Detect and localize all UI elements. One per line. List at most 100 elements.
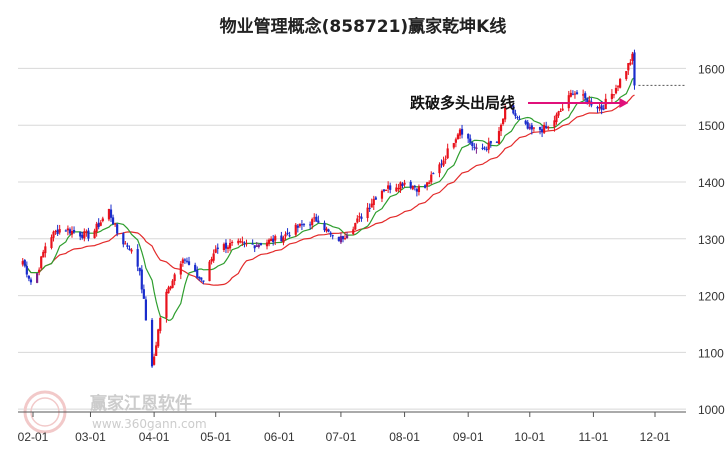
candle-body: [575, 92, 579, 95]
candle: [512, 102, 515, 115]
candle-body: [155, 345, 158, 356]
candle-body: [452, 143, 455, 148]
candle: [255, 242, 258, 248]
candle-body: [153, 356, 156, 365]
candle: [456, 132, 460, 140]
watermark-url: www.360gann.com: [92, 417, 207, 431]
candle-body: [66, 228, 69, 231]
candle: [555, 112, 558, 125]
candle-body: [214, 249, 217, 253]
candle-body: [288, 235, 291, 237]
candle-body: [329, 232, 332, 235]
candle: [514, 109, 517, 119]
candle-body: [122, 233, 125, 245]
candle-body: [267, 239, 271, 244]
candle: [452, 142, 455, 150]
candle: [413, 184, 416, 191]
candle: [128, 245, 131, 251]
candle-body: [485, 149, 488, 151]
candle: [458, 128, 462, 139]
candle-body: [360, 216, 363, 219]
candle-body: [150, 319, 154, 367]
candle: [370, 198, 373, 208]
candle: [222, 242, 226, 252]
candle-body: [315, 216, 318, 222]
candle: [423, 184, 427, 189]
candle-body: [36, 273, 39, 283]
candle: [625, 71, 628, 81]
moving-averages: [22, 77, 635, 322]
candle: [272, 234, 275, 246]
candle: [296, 224, 299, 233]
candle-body: [501, 118, 505, 125]
candle-body: [538, 127, 542, 130]
candle-body: [284, 234, 287, 237]
candle-body: [25, 266, 28, 275]
candle: [596, 105, 599, 113]
candle-body: [341, 236, 345, 240]
candle: [339, 233, 343, 244]
candle-body: [561, 108, 564, 111]
annotation-arrow-head-icon: [619, 98, 629, 108]
candle: [155, 341, 158, 357]
candle: [567, 90, 570, 112]
candle-body: [397, 188, 400, 190]
watermark: 赢家江恩软件 www.360gann.com: [23, 390, 207, 434]
candle-body: [510, 106, 513, 108]
candle-body: [629, 62, 632, 65]
x-tick-label: 04-01: [139, 430, 170, 444]
candle: [612, 94, 616, 99]
candle: [202, 280, 205, 285]
grid-layer: [18, 67, 686, 410]
candle: [473, 143, 476, 151]
candle: [598, 102, 601, 112]
candle-body: [387, 185, 390, 189]
candle-body: [495, 141, 499, 143]
candle: [460, 124, 464, 139]
candle: [286, 228, 289, 236]
candle: [524, 119, 527, 126]
candle: [627, 62, 630, 75]
candle: [366, 202, 369, 222]
candle: [543, 122, 546, 135]
candle-body: [107, 209, 111, 220]
candle-body: [81, 234, 84, 238]
candle-body: [384, 189, 388, 191]
candle: [183, 258, 187, 264]
candle-body: [167, 287, 170, 294]
candle-body: [157, 329, 160, 347]
candle: [395, 183, 398, 193]
candle-body: [70, 230, 74, 235]
candle-body: [543, 124, 546, 133]
candle-body: [481, 147, 484, 149]
candle: [187, 256, 191, 266]
candle-body: [389, 185, 392, 190]
candle-body: [251, 243, 254, 245]
candle-body: [596, 107, 599, 109]
candle: [181, 257, 184, 267]
candle-body: [101, 218, 104, 222]
candle-body: [116, 224, 119, 234]
candle-body: [270, 238, 273, 242]
candle: [389, 182, 392, 194]
candle: [573, 91, 577, 99]
candle: [438, 162, 441, 178]
candle-body: [68, 229, 72, 234]
candle-body: [483, 147, 486, 149]
candle-body: [309, 224, 312, 226]
candle-body: [446, 148, 449, 159]
candle: [387, 181, 390, 193]
x-tick-label: 08-01: [389, 430, 420, 444]
candle: [518, 115, 521, 120]
candle: [631, 51, 634, 65]
candle-body: [555, 114, 558, 123]
candle: [64, 229, 67, 232]
candle-body: [126, 245, 129, 247]
candle: [140, 265, 143, 294]
candle: [471, 141, 474, 151]
candle-body: [411, 185, 414, 190]
candle-body: [456, 134, 460, 140]
candle: [122, 232, 125, 248]
candle: [167, 285, 170, 294]
candle: [561, 103, 564, 111]
